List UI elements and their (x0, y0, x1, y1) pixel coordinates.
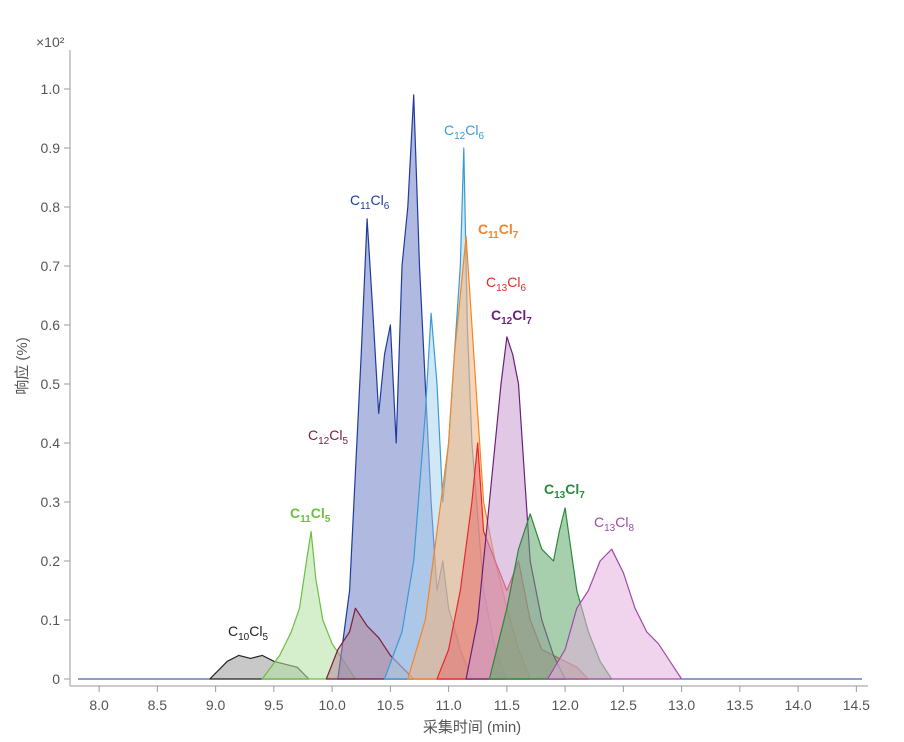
y-ticks: 0 0.1 0.2 0.3 0.4 0.5 0.6 0.7 0.8 0.9 1.0 (41, 81, 70, 687)
series-label-part: Cl (499, 221, 513, 237)
x-tick-label: 9.0 (206, 697, 226, 713)
series-label-4: C12Cl6 (444, 122, 484, 142)
series-areas (78, 94, 862, 680)
series-label-9: C13Cl8 (594, 514, 634, 534)
axes (69, 50, 868, 687)
series-label-part: 12 (318, 436, 330, 447)
series-label-part: 6 (478, 131, 484, 142)
series-label-part: C (228, 623, 238, 639)
series-labels: C10Cl5C11Cl5C11Cl6C12Cl5C12Cl6C11Cl7C13C… (228, 122, 634, 643)
series-label-part: C (486, 274, 496, 290)
y-multiplier: ×10² (36, 34, 65, 50)
series-label-part: C (478, 221, 488, 237)
series-label-part: 5 (342, 436, 348, 447)
series-label-part: 11 (300, 514, 311, 525)
series-label-8: C13Cl7 (544, 481, 585, 501)
y-tick-label: 0.3 (41, 494, 61, 510)
series-label-part: 10 (238, 632, 250, 643)
x-tick-label: 8.5 (148, 697, 168, 713)
x-tick-label: 10.5 (377, 697, 404, 713)
x-axis-title: 采集时间 (min) (423, 719, 521, 736)
y-tick-label: 0.9 (41, 140, 61, 156)
series-label-part: Cl (329, 427, 342, 443)
series-label-part: 13 (604, 523, 616, 534)
x-tick-label: 14.0 (784, 697, 811, 713)
x-tick-label: 11.5 (494, 697, 520, 713)
series-label-part: C (491, 307, 501, 323)
series-label-7: C12Cl7 (491, 307, 532, 327)
x-tick-label: 12.0 (551, 697, 578, 713)
series-label-part: Cl (311, 505, 325, 521)
y-tick-label: 1.0 (41, 81, 61, 97)
series-label-part: C (444, 122, 454, 138)
series-label-part: Cl (507, 274, 520, 290)
series-label-part: 8 (628, 523, 634, 534)
series-label-part: C (290, 505, 300, 521)
y-tick-label: 0.5 (41, 376, 61, 392)
series-label-part: Cl (615, 514, 628, 530)
y-tick-label: 0.2 (41, 553, 61, 569)
x-tick-label: 12.5 (610, 697, 637, 713)
series-label-part: Cl (371, 192, 384, 208)
series-label-part: Cl (249, 623, 262, 639)
series-label-part: 11 (488, 230, 499, 241)
series-label-part: 11 (360, 201, 371, 212)
series-label-part: C (594, 514, 604, 530)
series-label-3: C12Cl5 (308, 427, 348, 447)
series-label-2: C11Cl6 (350, 192, 390, 212)
series-label-part: 7 (513, 230, 519, 241)
series-label-part: 6 (520, 283, 526, 294)
series-label-part: C (544, 481, 554, 497)
y-axis-title: 响应 (%) (13, 337, 31, 395)
y-tick-label: 0.7 (41, 258, 61, 274)
series-label-part: 7 (579, 490, 585, 501)
series-label-part: 13 (496, 283, 508, 294)
series-label-1: C11Cl5 (290, 505, 331, 525)
series-label-0: C10Cl5 (228, 623, 268, 643)
series-label-part: Cl (512, 307, 526, 323)
y-tick-label: 0.1 (41, 612, 61, 628)
x-tick-label: 8.0 (89, 697, 109, 713)
series-label-part: 5 (325, 514, 331, 525)
x-tick-label: 11.0 (436, 697, 462, 713)
x-tick-label: 10.0 (318, 697, 345, 713)
x-tick-label: 9.5 (264, 697, 284, 713)
series-label-part: 6 (384, 201, 390, 212)
x-ticks: 8.0 8.5 9.0 9.5 10.0 10.5 11.0 11.5 12.0 12.5 13.0… (89, 686, 870, 713)
y-tick-label: 0.6 (41, 317, 61, 333)
x-tick-label: 13.5 (726, 697, 753, 713)
series-label-6: C13Cl6 (486, 274, 526, 294)
series-label-part: Cl (465, 122, 478, 138)
series-label-5: C11Cl7 (478, 221, 519, 241)
series-label-part: C (350, 192, 360, 208)
y-tick-label: 0.8 (41, 199, 61, 215)
series-label-part: 12 (501, 316, 513, 327)
x-tick-label: 13.0 (668, 697, 695, 713)
series-label-part: 5 (262, 632, 268, 643)
series-label-part: 12 (454, 131, 466, 142)
y-tick-label: 0 (52, 671, 60, 687)
series-label-part: C (308, 427, 318, 443)
series-label-part: 13 (554, 490, 566, 501)
series-label-part: Cl (565, 481, 579, 497)
series-area-9 (547, 548, 683, 680)
y-tick-label: 0.4 (41, 435, 61, 451)
x-tick-label: 14.5 (843, 697, 870, 713)
series-label-part: 7 (526, 316, 532, 327)
